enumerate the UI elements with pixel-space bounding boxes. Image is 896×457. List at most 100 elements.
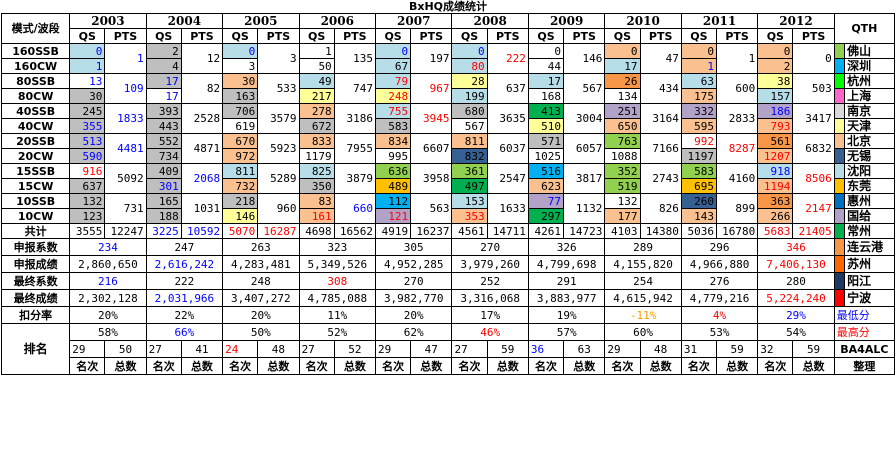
qth-city: 宁波 (844, 289, 895, 307)
rank-total: 50 (104, 340, 147, 358)
qth-swatch (833, 178, 846, 194)
total-qs: 4698 (298, 223, 335, 239)
legend-max: 最高分 (833, 323, 896, 341)
qs-value: 260 (680, 193, 717, 209)
qth-city: 南京 (844, 103, 895, 119)
rank-place: 32 (757, 340, 794, 358)
final-mult-value: 270 (375, 272, 453, 290)
declared-mult-value: 234 (69, 238, 147, 256)
qth-city: 苏州 (844, 255, 895, 273)
qs-value: 188 (145, 208, 182, 224)
qth-swatch (833, 58, 846, 74)
qs-value: 17 (527, 73, 565, 89)
qth-swatch (833, 255, 846, 273)
pts-value: 7955 (333, 133, 377, 164)
qs-value: 199 (451, 88, 488, 104)
pts-value: 2743 (639, 163, 682, 194)
legend-min: 最低分 (833, 306, 896, 324)
rank-place: 36 (527, 340, 565, 358)
rank-place: 29 (69, 340, 106, 358)
deduct-value: 20% (69, 306, 147, 324)
qs-value: 0 (757, 43, 794, 59)
qs-value: 811 (222, 163, 259, 179)
qs-value: 17 (145, 73, 182, 89)
rank-total-label: 总数 (639, 357, 682, 375)
total-pts: 14380 (639, 223, 682, 239)
qs-value: 834 (375, 133, 412, 149)
pts-header: PTS (257, 28, 300, 44)
qs-value: 245 (69, 103, 106, 119)
pts-value: 8287 (715, 133, 759, 164)
rank-total: 47 (410, 340, 453, 358)
qs-value: 650 (604, 118, 641, 134)
final-mult-value: 248 (222, 272, 300, 290)
pts-value: 2528 (180, 103, 224, 134)
rank-place-label: 名次 (451, 357, 488, 375)
pts-value: 731 (104, 193, 147, 224)
qs-header: QS (145, 28, 182, 44)
qth-swatch (833, 73, 846, 89)
qs-value: 266 (757, 208, 794, 224)
final-mult-label: 最终系数 (0, 272, 71, 290)
qs-value: 28 (451, 73, 488, 89)
rank-pct: 53% (680, 323, 759, 341)
final-score-label: 最终成绩 (0, 289, 71, 307)
deduct-value: 20% (222, 306, 300, 324)
deduct-value: -11% (604, 306, 682, 324)
declared-score-value: 4,155,820 (604, 255, 682, 273)
qs-value: 832 (451, 148, 488, 164)
qs-value: 595 (680, 118, 717, 134)
total-pts: 21405 (792, 223, 835, 239)
year-header: 2009 (527, 13, 606, 29)
final-score-value: 3,316,068 (451, 289, 529, 307)
pts-header: PTS (792, 28, 835, 44)
pts-value: 6607 (410, 133, 453, 164)
qs-value: 0 (375, 43, 412, 59)
qs-value: 409 (145, 163, 182, 179)
qs-value: 755 (375, 103, 412, 119)
qth-swatch (833, 193, 846, 209)
qs-value: 363 (757, 193, 794, 209)
final-mult-value: 291 (527, 272, 606, 290)
qth-swatch (833, 208, 846, 224)
band-label: 10SSB (0, 193, 71, 209)
qs-value: 1025 (527, 148, 565, 164)
final-mult-value: 252 (451, 272, 529, 290)
qth-city: 阳江 (844, 272, 895, 290)
rank-pct: 60% (604, 323, 682, 341)
qth-city: 佛山 (844, 43, 895, 59)
declared-score-value: 3,979,260 (451, 255, 529, 273)
qs-header: QS (604, 28, 641, 44)
pts-header: PTS (180, 28, 224, 44)
qs-value: 995 (375, 148, 412, 164)
qs-value: 112 (375, 193, 412, 209)
rank-place-label: 名次 (298, 357, 335, 375)
pts-value: 4481 (104, 133, 147, 164)
qs-header: QS (222, 28, 259, 44)
pts-header: PTS (715, 28, 759, 44)
band-label: 40SSB (0, 103, 71, 119)
rank-place-label: 名次 (757, 357, 794, 375)
total-pts: 14711 (486, 223, 529, 239)
qs-value: 83 (298, 193, 335, 209)
qs-value: 77 (527, 193, 565, 209)
pts-header: PTS (104, 28, 147, 44)
total-pts: 16287 (257, 223, 300, 239)
declared-mult-value: 247 (145, 238, 224, 256)
pts-value: 960 (257, 193, 300, 224)
qs-header: QS (298, 28, 335, 44)
qs-value: 2 (145, 43, 182, 59)
qs-header: QS (680, 28, 717, 44)
qs-value: 297 (527, 208, 565, 224)
rank-pct: 50% (222, 323, 300, 341)
qs-value: 30 (222, 73, 259, 89)
rank-place-label: 名次 (680, 357, 717, 375)
rank-pct: 46% (451, 323, 529, 341)
qs-value: 153 (451, 193, 488, 209)
qs-value: 706 (222, 103, 259, 119)
total-qs: 4561 (451, 223, 488, 239)
qs-value: 0 (527, 43, 565, 59)
qs-value: 352 (604, 163, 641, 179)
qth-city: 惠州 (844, 193, 895, 209)
qs-value: 38 (757, 73, 794, 89)
